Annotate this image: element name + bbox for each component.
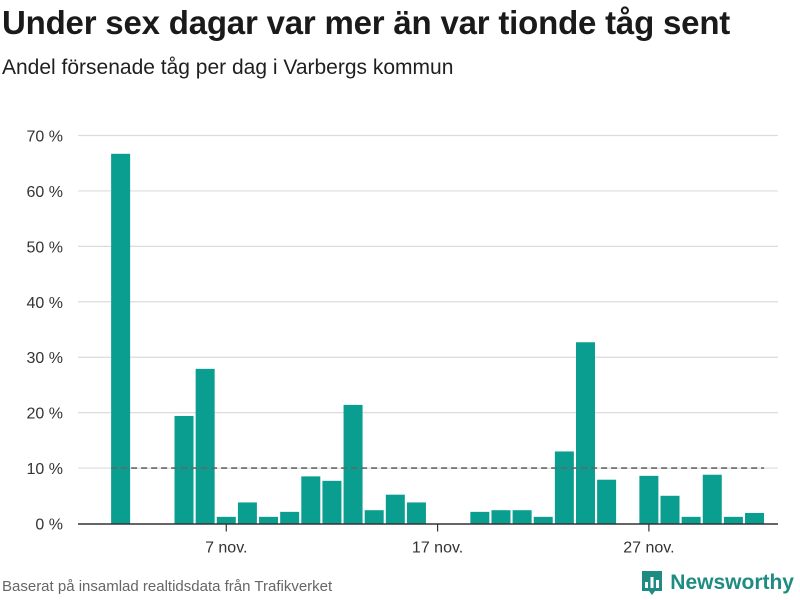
bar — [533, 516, 553, 524]
bar — [259, 516, 279, 524]
bar — [491, 510, 511, 524]
bar — [745, 512, 765, 524]
x-tick-label: 27 nov. — [623, 540, 674, 557]
y-tick-label: 30 % — [27, 350, 63, 367]
bar — [237, 502, 257, 524]
bar — [660, 495, 680, 524]
y-tick-label: 0 % — [35, 517, 63, 534]
bar — [111, 153, 131, 524]
bar — [406, 502, 426, 524]
brand-name: Newsworthy — [670, 571, 794, 594]
source-note: Baserat på insamlad realtidsdata från Tr… — [2, 578, 333, 595]
x-axis: 7 nov. 17 nov. 27 nov. — [78, 523, 778, 557]
bar — [216, 516, 236, 524]
bar — [174, 415, 194, 524]
bars — [111, 153, 765, 524]
brand-logo[interactable]: Newsworthy — [640, 569, 794, 597]
bar — [681, 516, 701, 524]
grid-lines — [78, 134, 778, 469]
y-tick-label: 50 % — [27, 239, 63, 256]
y-tick-label: 10 % — [27, 461, 63, 478]
y-tick-label: 20 % — [27, 406, 63, 423]
chart-subtitle: Andel försenade tåg per dag i Varbergs k… — [2, 56, 454, 79]
bar — [385, 494, 405, 524]
bar — [364, 510, 384, 524]
bar — [702, 474, 722, 524]
y-tick-label: 60 % — [27, 184, 63, 201]
x-tick-label: 7 nov. — [205, 540, 247, 557]
bar-chart: 0 % 10 % 20 % 30 % 40 % 50 % 60 % 70 % 7 nov. 17… — [27, 129, 778, 557]
bar — [280, 511, 300, 524]
bar — [343, 404, 363, 524]
bar-chart-logo-icon — [642, 571, 663, 595]
bar — [301, 476, 321, 524]
bar — [554, 451, 574, 524]
bar — [470, 511, 490, 524]
bar — [597, 479, 617, 524]
chart-title: Under sex dagar var mer än var tionde tå… — [2, 4, 731, 41]
x-tick-label: 17 nov. — [412, 540, 463, 557]
bar — [723, 516, 743, 524]
y-tick-label: 70 % — [27, 129, 63, 146]
bar — [512, 510, 532, 524]
bar — [322, 480, 342, 524]
bar — [639, 475, 659, 524]
bar — [575, 342, 595, 524]
y-tick-label: 40 % — [27, 295, 63, 312]
y-axis-tick-labels: 0 % 10 % 20 % 30 % 40 % 50 % 60 % 70 % — [27, 129, 63, 534]
bar — [195, 368, 215, 524]
